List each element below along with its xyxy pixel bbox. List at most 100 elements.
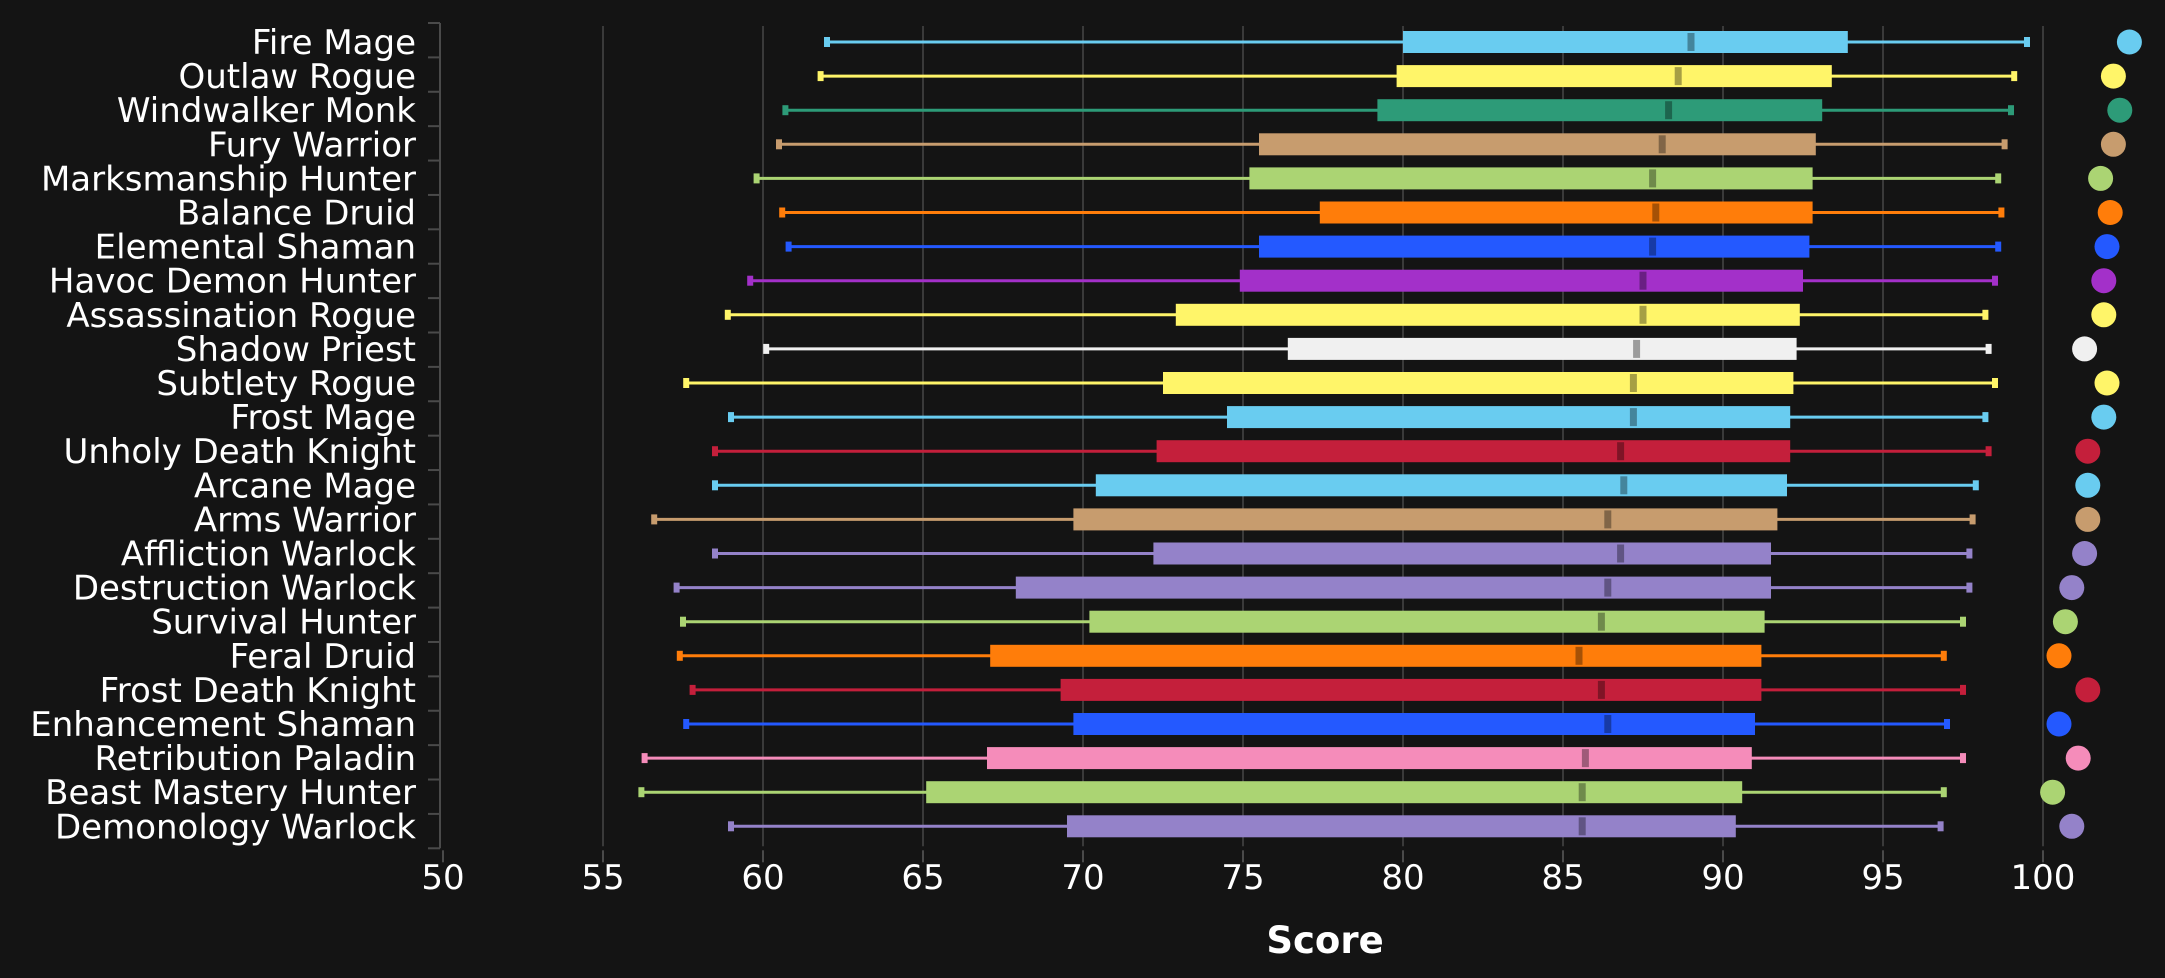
whisker-cap-max-arms-warrior [1969,514,1976,525]
box-marksmanship-hunter [753,165,2114,191]
whisker-cap-min-beast-mastery-hunter [638,787,645,798]
y-tick-label-survival-hunter: Survival Hunter [151,603,416,643]
y-tick-label-elemental-shaman: Elemental Shaman [95,228,416,268]
whisker-cap-min-windwalker-monk [782,105,789,116]
whisker-cap-min-arms-warrior [651,514,658,525]
whisker-cap-max-demonology-warlock [1937,821,1944,832]
box-windwalker-monk [782,97,2133,123]
median-mark-feral-druid [1575,646,1583,665]
whisker-cap-max-survival-hunter [1960,616,1966,627]
iqr-box-marksmanship-hunter [1249,167,1813,190]
whisker-cap-min-affliction-warlock [712,548,718,559]
y-tick-label-unholy-death-knight: Unholy Death Knight [63,432,416,472]
whisker-cap-max-windwalker-monk [2008,105,2014,116]
whisker-cap-min-outlaw-rogue [817,71,824,82]
median-mark-assassination-rogue [1639,305,1647,324]
box-balance-druid [779,200,2123,225]
iqr-box-arms-warrior [1073,508,1778,531]
box-survival-hunter [680,609,2078,635]
y-tick-label-destruction-warlock: Destruction Warlock [73,569,416,609]
median-mark-unholy-death-knight [1617,442,1625,461]
whisker-cap-min-havoc-demon-hunter [747,275,754,286]
grid-lines [602,26,2044,847]
y-tick-label-arcane-mage: Arcane Mage [194,466,416,506]
box-feral-druid [676,643,2072,669]
iqr-box-balance-druid [1319,201,1813,224]
box-beast-mastery-hunter [638,779,2066,805]
y-tick-label-windwalker-monk: Windwalker Monk [117,91,416,131]
marker-dot-frost-death-knight [2075,677,2101,703]
whisker-cap-min-feral-druid [676,650,683,661]
iqr-box-feral-druid [990,644,1762,667]
iqr-box-shadow-priest [1287,337,1797,360]
whisker-cap-min-arcane-mage [712,480,718,491]
x-axis-title: Score [1266,919,1383,962]
y-tick-label-fury-warrior: Fury Warrior [208,125,416,165]
box-frost-mage [728,404,2117,430]
median-mark-balance-druid [1652,203,1660,222]
marker-dot-feral-druid [2046,643,2072,669]
box-fury-warrior [776,131,2126,157]
box-arcane-mage [712,472,2101,498]
iqr-box-affliction-warlock [1153,542,1771,565]
whisker-cap-max-beast-mastery-hunter [1940,787,1947,798]
iqr-box-fire-mage [1403,31,1848,53]
whisker-cap-min-subtlety-rogue [683,378,690,388]
whisker-cap-min-marksmanship-hunter [753,173,760,184]
whisker-cap-max-unholy-death-knight [1985,446,1992,457]
box-havoc-demon-hunter [747,268,2117,294]
x-tick-label-100: 100 [2011,858,2076,898]
whisker-cap-max-balance-druid [1998,207,2005,218]
whisker-cap-min-frost-death-knight [689,684,696,695]
marker-dot-affliction-warlock [2072,541,2098,566]
whisker-cap-max-frost-mage [1982,412,1989,423]
whisker-cap-max-affliction-warlock [1966,548,1973,559]
y-tick-label-beast-mastery-hunter: Beast Mastery Hunter [45,773,416,813]
marker-dot-balance-druid [2097,200,2123,225]
box-frost-death-knight [689,677,2101,703]
whisker-cap-max-fury-warrior [2001,139,2008,150]
marker-dot-shadow-priest [2072,336,2098,362]
y-tick-label-outlaw-rogue: Outlaw Rogue [179,57,417,97]
whisker-cap-min-retribution-paladin [641,753,648,764]
marker-dot-demonology-warlock [2059,813,2085,839]
box-shadow-priest [763,336,2098,362]
whisker-cap-max-shadow-priest [1985,343,1992,354]
iqr-box-unholy-death-knight [1156,440,1791,463]
whisker-cap-min-survival-hunter [680,616,686,627]
iqr-box-windwalker-monk [1377,99,1823,122]
iqr-box-demonology-warlock [1067,815,1736,838]
iqr-box-survival-hunter [1089,610,1765,633]
marker-dot-outlaw-rogue [2100,63,2126,89]
iqr-box-enhancement-shaman [1073,713,1755,735]
y-tick-label-frost-death-knight: Frost Death Knight [100,671,416,711]
x-tick-label-85: 85 [1541,858,1584,898]
y-tick-label-shadow-priest: Shadow Priest [176,330,416,370]
whisker-cap-min-assassination-rogue [724,309,731,320]
whisker-cap-max-outlaw-rogue [2011,71,2018,82]
x-tick-label-95: 95 [1861,858,1904,898]
iqr-box-havoc-demon-hunter [1239,269,1803,292]
iqr-box-assassination-rogue [1175,303,1800,326]
x-tick-label-75: 75 [1221,858,1264,898]
whisker-cap-min-enhancement-shaman [683,719,690,729]
box-fire-mage [824,29,2142,55]
marker-dot-unholy-death-knight [2075,438,2101,464]
marker-dot-retribution-paladin [2065,745,2091,771]
median-mark-frost-death-knight [1597,680,1605,699]
whisker-cap-max-frost-death-knight [1960,684,1966,695]
whisker-cap-max-feral-druid [1940,650,1947,661]
median-mark-windwalker-monk [1665,101,1673,120]
marker-dot-marksmanship-hunter [2088,165,2114,191]
box-enhancement-shaman [683,711,2072,737]
whisker-cap-max-enhancement-shaman [1944,719,1950,729]
box-unholy-death-knight [712,438,2101,464]
median-mark-fire-mage [1687,33,1695,51]
iqr-box-outlaw-rogue [1396,65,1832,88]
whisker-cap-min-unholy-death-knight [712,446,718,457]
iqr-box-fury-warrior [1259,133,1816,156]
y-tick-label-subtlety-rogue: Subtlety Rogue [156,364,416,404]
x-tick-label-65: 65 [901,858,944,898]
